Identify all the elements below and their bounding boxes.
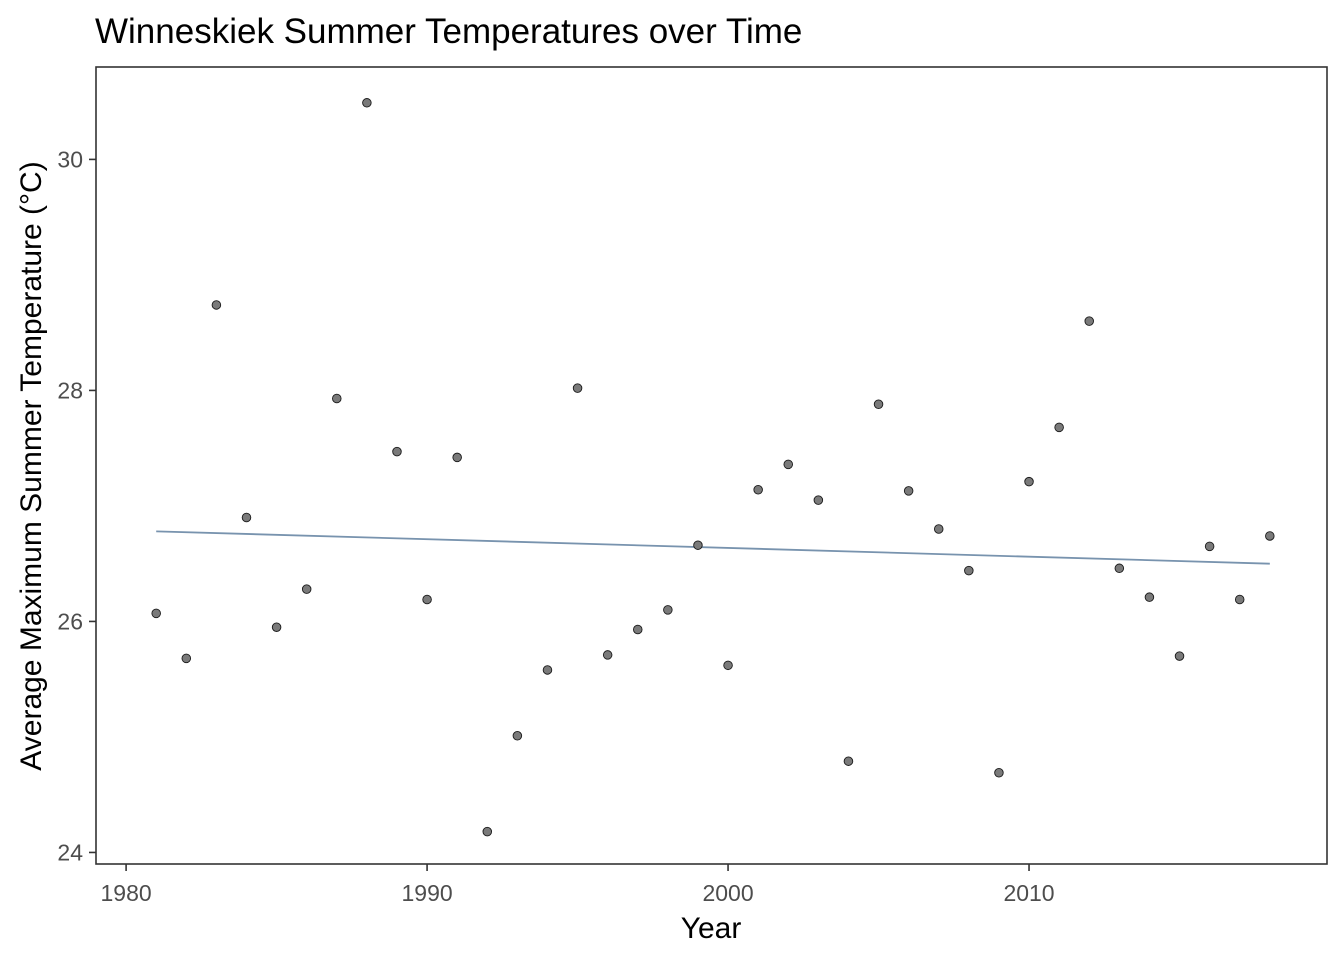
x-tick-label: 1990 [401,880,452,906]
data-point [422,594,432,605]
data-point [512,731,523,741]
y-axis: 24 26 28 30 [57,146,96,865]
data-point [1084,316,1094,326]
data-point [1054,422,1064,433]
data-point [1265,531,1275,541]
x-tick-label: 2000 [702,880,753,906]
data-point [241,512,252,523]
data-point [843,756,854,766]
data-point [301,584,312,594]
data-point [151,608,161,619]
data-point [783,459,793,470]
plot-panel [95,66,1328,865]
data-point [813,495,824,505]
data-point [602,650,613,660]
data-point [753,485,763,495]
data-point [332,393,342,404]
data-point [362,98,372,108]
x-axis-title: Year [681,912,742,945]
data-point [1144,592,1155,602]
y-tick-label: 30 [57,146,83,172]
data-point [903,486,914,496]
data-point [482,826,493,837]
trend-line [156,530,1270,565]
data-point [1234,594,1245,605]
chart-title: Winneskiek Summer Temperatures over Time [95,12,802,51]
data-point [1204,541,1215,552]
data-point [633,624,643,635]
y-tick-label: 26 [57,608,83,634]
data-point [693,540,703,550]
data-point [271,622,282,632]
data-point [1114,563,1125,574]
y-tick-label: 24 [57,839,83,865]
data-point [964,565,974,576]
data-point [933,524,944,534]
data-point [542,665,553,675]
data-point [452,452,462,463]
data-point [572,383,583,393]
data-point [181,653,192,664]
x-axis: 1980 1990 2000 2010 [101,864,1055,906]
data-point [211,300,222,310]
data-point [392,446,402,457]
data-point [663,605,673,615]
data-point [873,399,884,410]
data-point [723,660,733,671]
x-tick-label: 2010 [1003,880,1054,906]
y-tick-label: 28 [57,377,83,403]
data-point [994,767,1004,778]
data-point [1174,651,1185,661]
data-points [151,98,1275,837]
data-point [1024,476,1034,487]
x-tick-label: 1980 [101,880,152,906]
y-axis-title: Average Maximum Summer Temperature (°C) [15,161,48,770]
